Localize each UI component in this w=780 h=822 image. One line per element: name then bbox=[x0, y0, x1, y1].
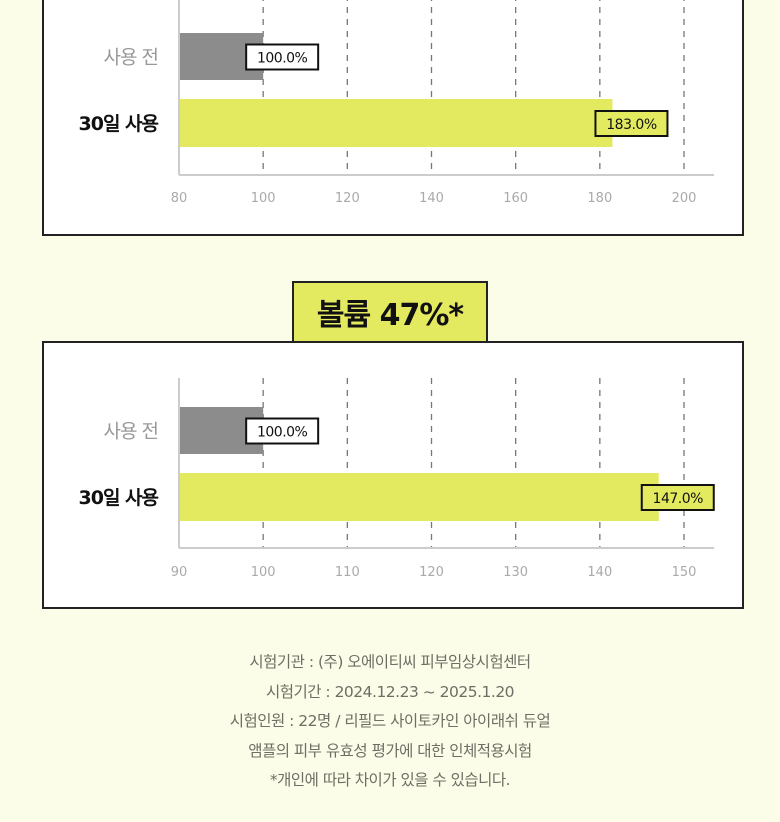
note-line: *개인에 따라 차이가 있을 수 있습니다. bbox=[269, 771, 511, 789]
x-tick-label: 180 bbox=[587, 191, 612, 206]
x-tick-label: 80 bbox=[171, 191, 188, 206]
test-notes: 시험기관 : (주) 오에이티씨 피부임상시험센터 시험기간 : 2024.12… bbox=[0, 648, 780, 796]
data-label: 100.0% bbox=[257, 51, 308, 67]
x-tick-label: 100 bbox=[251, 191, 276, 206]
x-tick-label: 140 bbox=[587, 565, 612, 580]
data-label: 147.0% bbox=[653, 491, 704, 507]
x-tick-label: 130 bbox=[503, 565, 528, 580]
x-tick-label: 100 bbox=[251, 565, 276, 580]
x-tick-label: 140 bbox=[419, 191, 444, 206]
data-label: 100.0% bbox=[257, 425, 308, 441]
x-tick-label: 150 bbox=[672, 565, 697, 580]
x-tick-label: 160 bbox=[503, 191, 528, 206]
category-label: 30일 사용 bbox=[79, 487, 159, 509]
chart-title-badge: 볼륨 47%* bbox=[292, 281, 488, 341]
data-label-box bbox=[640, 484, 715, 511]
note-line: 앰플의 피부 유효성 평가에 대한 인체적용시험 bbox=[248, 741, 532, 760]
note-line: 시험인원 : 22명 / 리필드 사이토카인 아이래쉬 듀얼 bbox=[229, 712, 551, 730]
x-tick-label: 120 bbox=[335, 191, 360, 206]
note-line: 시험기간 : 2024.12.23 ~ 2025.1.20 bbox=[265, 682, 515, 701]
chart-title: 볼륨 47%* bbox=[316, 298, 464, 333]
data-label-box bbox=[245, 417, 320, 445]
data-label-box bbox=[594, 110, 669, 137]
x-tick-label: 110 bbox=[335, 565, 360, 580]
x-tick-label: 200 bbox=[672, 191, 697, 206]
bar bbox=[179, 99, 613, 147]
category-label: 사용 전 bbox=[104, 421, 158, 443]
category-label: 30일 사용 bbox=[79, 113, 159, 135]
x-tick-label: 90 bbox=[171, 565, 188, 580]
bar bbox=[179, 473, 659, 521]
data-label: 183.0% bbox=[606, 117, 657, 133]
x-tick-label: 120 bbox=[419, 565, 444, 580]
note-line: 시험기관 : (주) 오에이티씨 피부임상시험센터 bbox=[249, 653, 531, 671]
data-label-box bbox=[245, 43, 320, 71]
category-label: 사용 전 bbox=[104, 47, 158, 69]
